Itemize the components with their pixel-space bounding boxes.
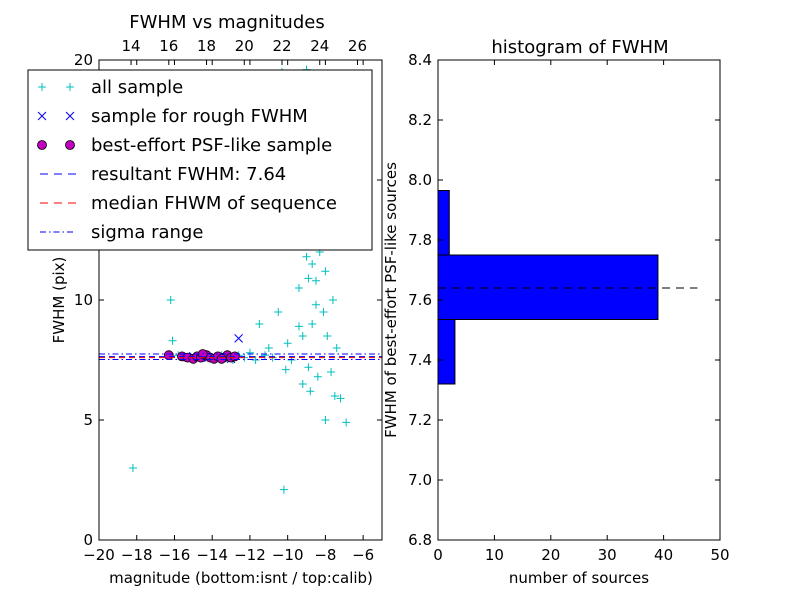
- legend-rough-label: sample for rough FWHM: [91, 106, 308, 127]
- hist-y-tick-label: 7.2: [408, 411, 432, 429]
- series-0-point: [302, 252, 311, 261]
- series-0-point: [330, 392, 339, 400]
- series-0-point: [304, 274, 313, 283]
- series-0-point: [332, 344, 341, 352]
- series-0-point: [311, 276, 320, 285]
- series-0-point: [323, 332, 332, 340]
- series-0-point: [294, 322, 303, 331]
- series-0-point: [261, 351, 270, 360]
- series-0-point: [308, 260, 317, 268]
- series-0-point: [321, 416, 330, 424]
- series-0-point: [128, 464, 137, 472]
- x-tick-label: −12: [234, 546, 266, 564]
- histogram-ylabel: FWHM of best-effort PSF-like sources: [382, 162, 400, 438]
- legend-best-marker-b: [65, 140, 75, 150]
- x-tick-label: −18: [121, 546, 153, 564]
- x-tick-label: −14: [196, 546, 228, 564]
- series-0-point: [283, 339, 292, 348]
- legend-rough-marker-b: [65, 111, 75, 121]
- x-tick-label: −10: [272, 546, 304, 564]
- hist-y-tick-label: 7.0: [408, 471, 432, 489]
- scatter-ylabel: FWHM (pix): [50, 257, 68, 344]
- legend-all-marker-a: [38, 83, 46, 91]
- series-0-point: [319, 308, 328, 316]
- top-tick-label: 26: [348, 37, 367, 55]
- legend-rough-marker-a: [37, 111, 47, 121]
- hist-x-tick-label: 10: [485, 546, 504, 564]
- series-0-point: [255, 320, 264, 328]
- top-tick-label: 22: [272, 37, 291, 55]
- top-tick-label: 16: [159, 37, 178, 55]
- y-tick-label: 5: [83, 411, 93, 429]
- histogram-xlabel: number of sources: [509, 569, 649, 587]
- series-0-point: [306, 387, 315, 396]
- legend-box: [27, 69, 373, 251]
- series-0-point: [168, 336, 177, 345]
- legend-median-label: median FHWM of sequence: [91, 193, 337, 214]
- series-0-point: [279, 485, 288, 494]
- hist-y-tick-label: 8.4: [408, 51, 432, 69]
- hist-y-tick-label: 7.8: [408, 231, 432, 249]
- series-0-point: [321, 267, 330, 276]
- x-tick-label: −20: [83, 546, 115, 564]
- histogram-bar-2: [437, 190, 450, 256]
- histogram-panel: histogram of FWHM 0 10 20 30 40 50 6.8 7.0 7.2 7.…: [382, 37, 730, 587]
- series-0-point: [342, 418, 351, 427]
- hist-x-tick-label: 30: [598, 546, 617, 564]
- series-0-point: [298, 332, 307, 340]
- top-tick-label: 18: [197, 37, 216, 55]
- series-0-point: [264, 344, 273, 352]
- histogram-title: histogram of FWHM: [491, 37, 668, 58]
- series-0-point: [336, 394, 345, 403]
- scatter-panel: FWHM vs magnitudes −20 −18 −16 −14 −12 −10 −8−…: [27, 12, 383, 587]
- series-0-point: [294, 284, 303, 292]
- legend-sigma-label: sigma range: [91, 222, 203, 243]
- series-0-point: [245, 348, 254, 357]
- series-0-point: [308, 320, 317, 328]
- series-0-point: [281, 365, 290, 374]
- hist-y-tick-label: 8.0: [408, 171, 432, 189]
- series-1-point: [234, 334, 243, 343]
- x-tick-label: −8: [314, 546, 336, 564]
- hist-x-tick-label: 50: [710, 546, 729, 564]
- histogram-bar-0: [437, 319, 456, 385]
- series-0-point: [298, 380, 307, 388]
- series-0-point: [313, 372, 322, 381]
- hist-x-tick-label: 40: [654, 546, 673, 564]
- x-tick-label: −16: [159, 546, 191, 564]
- y-tick-label: 10: [74, 291, 93, 309]
- legend-best-marker-a: [37, 140, 47, 150]
- legend-all-marker-b: [66, 83, 74, 91]
- scatter-xlabel: magnitude (bottom:isnt / top:calib): [109, 569, 373, 587]
- top-tick-label: 14: [122, 37, 141, 55]
- series-0-point: [274, 308, 283, 316]
- y-tick-label: 20: [74, 51, 93, 69]
- series-2-point: [163, 350, 174, 361]
- hist-y-tick-label: 6.8: [408, 531, 432, 549]
- hist-x-tick-label: 0: [433, 546, 443, 564]
- series-2-point: [216, 353, 227, 364]
- y-tick-label: 0: [83, 531, 93, 549]
- series-0-point: [166, 296, 175, 304]
- series-0-point: [304, 363, 313, 372]
- legend-all-label: all sample: [91, 77, 183, 98]
- x-tick-label: −6: [352, 546, 374, 564]
- legend-best-label: best-effort PSF-like sample: [91, 135, 332, 156]
- scatter-title: FWHM vs magnitudes: [129, 12, 324, 33]
- hist-y-tick-label: 7.4: [408, 351, 432, 369]
- histogram-bar-1: [437, 254, 659, 320]
- series-0-point: [328, 296, 337, 304]
- hist-y-tick-label: 8.2: [408, 111, 432, 129]
- top-tick-label: 24: [310, 37, 329, 55]
- hist-x-tick-label: 20: [541, 546, 560, 564]
- series-0-point: [311, 300, 320, 309]
- legend-result-label: resultant FWHM: 7.64: [91, 164, 286, 185]
- series-0-point: [327, 368, 336, 376]
- top-tick-label: 20: [235, 37, 254, 55]
- scatter-legend: all sample sample for rough FWHM best-effo…: [27, 69, 373, 251]
- hist-y-tick-label: 7.6: [408, 291, 432, 309]
